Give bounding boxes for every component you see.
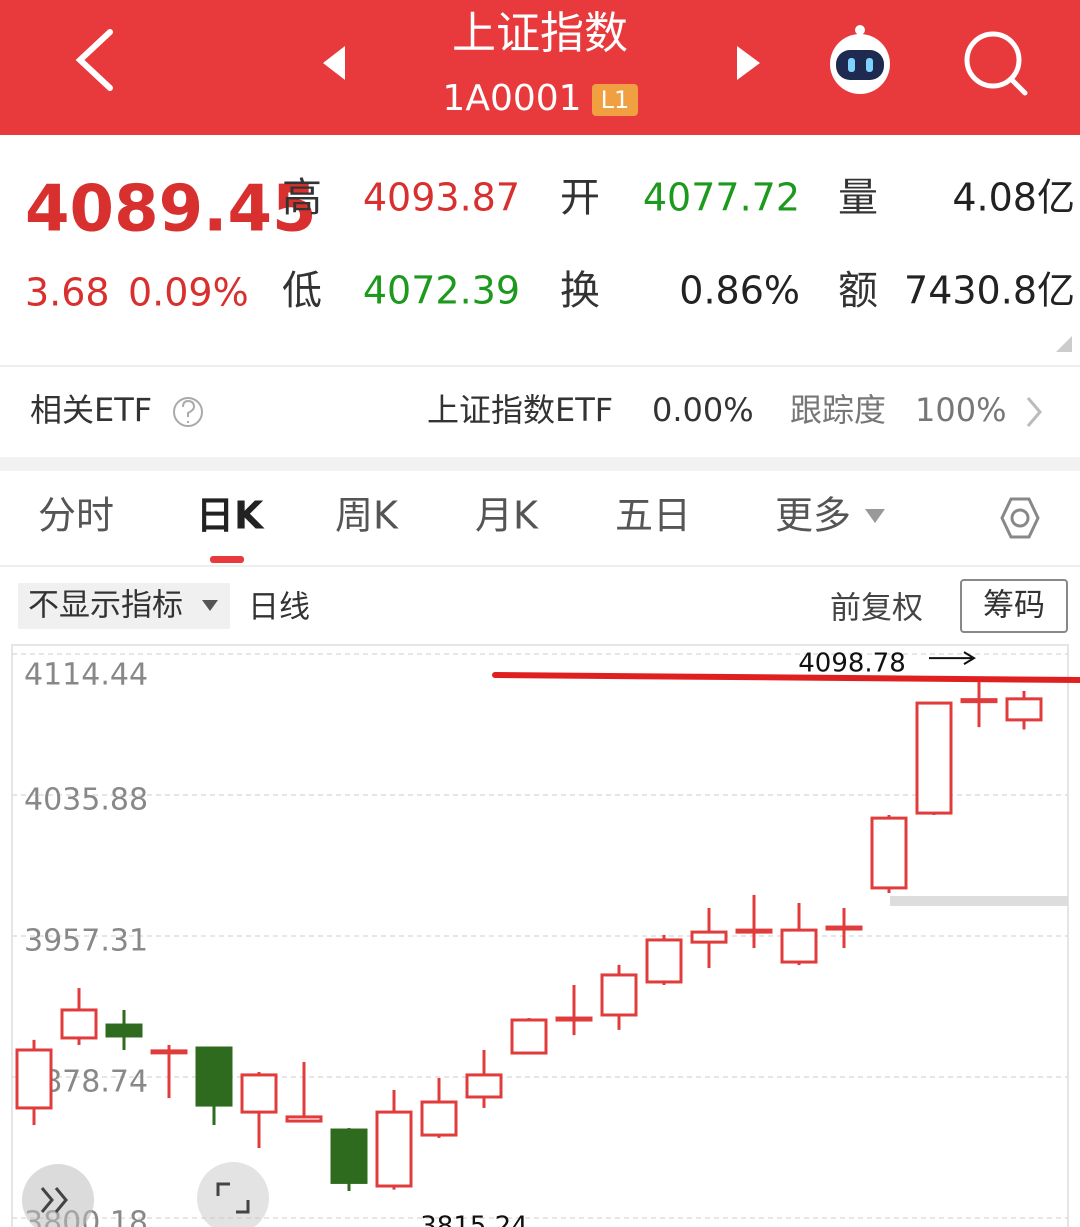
candle-body xyxy=(150,1049,188,1055)
field-label: 低 xyxy=(282,268,322,314)
field-value: 4077.72 xyxy=(643,176,800,220)
back-button[interactable] xyxy=(75,29,113,91)
code: 1A0001 xyxy=(442,78,581,119)
candle-body xyxy=(825,925,863,931)
candle-body xyxy=(330,1128,368,1184)
candle-body xyxy=(690,930,728,944)
etf-label: 相关ETF xyxy=(30,391,152,429)
change: 3.68 xyxy=(25,271,110,315)
settings-icon[interactable] xyxy=(1000,497,1040,539)
y-tick-label: 4114.44 xyxy=(24,658,148,693)
max-label: 4098.78 xyxy=(798,649,906,679)
y-tick-label: 4035.88 xyxy=(24,782,148,817)
candle-body xyxy=(465,1073,503,1099)
field-value: 4.08亿 xyxy=(952,176,1075,220)
candle-body xyxy=(375,1110,413,1188)
tab[interactable]: 更多 xyxy=(775,494,851,538)
etf-name[interactable]: 上证指数ETF xyxy=(427,391,613,429)
candle-body xyxy=(240,1073,278,1114)
tracking-value: 100% xyxy=(915,391,1006,429)
tab[interactable]: 月K xyxy=(475,494,539,538)
chips-button[interactable] xyxy=(960,579,1068,633)
field-label: 高 xyxy=(282,175,322,221)
adjust[interactable]: 前复权 xyxy=(830,591,923,627)
candle-body xyxy=(195,1046,233,1107)
candle-body xyxy=(15,1048,53,1110)
tab-underline xyxy=(210,556,244,563)
assistant-icon[interactable] xyxy=(830,25,890,94)
dropdown-arrow xyxy=(202,600,218,611)
badge-bg xyxy=(592,84,638,116)
candle-body xyxy=(510,1018,548,1055)
field-value: 4093.87 xyxy=(363,176,520,220)
field-label: 换 xyxy=(560,268,600,314)
prev-button[interactable] xyxy=(323,46,345,80)
candle-body xyxy=(420,1100,458,1137)
dropdown-arrow xyxy=(865,509,885,523)
fullscreen-button[interactable] xyxy=(197,1162,269,1227)
band xyxy=(0,457,1080,471)
candle-body xyxy=(735,928,773,934)
top-bar xyxy=(0,0,1080,135)
expand-corner[interactable] xyxy=(1056,336,1072,352)
tab[interactable]: 分时 xyxy=(38,494,114,538)
indicator-text: 不显示指标 xyxy=(28,588,183,624)
tab[interactable]: 五日 xyxy=(615,494,691,538)
field-value: 4072.39 xyxy=(363,269,520,313)
candle-body xyxy=(285,1115,323,1123)
period: 日线 xyxy=(248,590,310,626)
chips-text: 筹码 xyxy=(983,588,1045,624)
candle-body xyxy=(780,928,818,964)
help-icon[interactable] xyxy=(173,397,203,427)
etf-change: 0.00% xyxy=(652,391,754,429)
field-value: 0.86% xyxy=(679,269,800,313)
price: 4089.45 xyxy=(25,173,317,247)
chevron[interactable] xyxy=(1026,397,1042,427)
candle-body xyxy=(60,1008,98,1040)
overlay-bar xyxy=(890,896,1068,906)
max-arrow xyxy=(929,651,976,665)
y-tick-label: 3957.31 xyxy=(24,924,148,959)
candle-body xyxy=(870,816,908,890)
search-icon[interactable] xyxy=(964,31,1028,96)
field-label: 量 xyxy=(838,175,878,221)
field-label: 开 xyxy=(560,175,600,221)
candle-body xyxy=(645,938,683,984)
tracking-label: 跟踪度 xyxy=(790,391,886,429)
expand-left-button[interactable] xyxy=(22,1164,94,1227)
candlestick-chart: 4114.444035.883957.313878.743800.184098.… xyxy=(12,649,1068,1227)
candle-body xyxy=(105,1023,143,1038)
candle-body xyxy=(555,1016,593,1022)
tab[interactable]: 周K xyxy=(335,494,399,538)
min-label: 3815.24 xyxy=(420,1211,528,1227)
next-button[interactable] xyxy=(737,46,760,80)
candle-body xyxy=(1005,697,1043,722)
change-pct: 0.09% xyxy=(128,271,249,315)
indicator-select[interactable] xyxy=(18,583,230,629)
field-label: 额 xyxy=(838,268,878,314)
badge: L1 xyxy=(601,86,630,114)
hand-drawn-line xyxy=(492,672,1080,683)
candle-body xyxy=(915,701,953,815)
candle-body xyxy=(600,973,638,1017)
title: 上证指数 xyxy=(452,8,628,59)
field-value: 7430.8亿 xyxy=(904,269,1075,313)
chart-frame xyxy=(11,644,1069,1227)
tab-active[interactable]: 日K xyxy=(196,494,265,538)
candle-body xyxy=(960,698,998,704)
